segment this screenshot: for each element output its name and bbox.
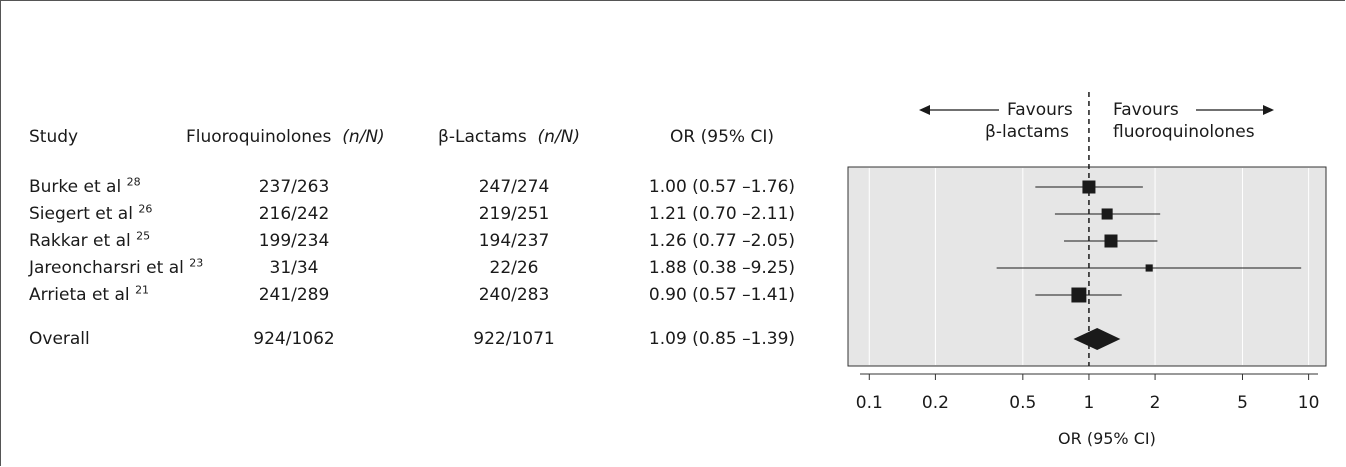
favours-right-arrowhead [1263, 105, 1274, 115]
point-estimate-square [1145, 264, 1153, 272]
header-fluoroquinolones: Fluoroquinolones (n/N) [186, 127, 385, 147]
overall-or-value: 1.09 (0.85 –1.39) [648, 329, 796, 349]
study-name-text: Arrieta et al [29, 285, 130, 305]
study-name-text: Burke et al [29, 177, 122, 197]
fluoro-count: 237/263 [258, 177, 330, 197]
overall-beta-count: 922/1071 [473, 329, 555, 349]
or-value: 1.00 (0.57 –1.76) [648, 177, 796, 197]
x-tick-label: 5 [1237, 393, 1248, 413]
beta-count: 219/251 [478, 204, 550, 224]
study-reference: 26 [138, 202, 153, 216]
header-fluoro-label: Fluoroquinolones [186, 127, 332, 147]
x-tick-label: 0.2 [922, 393, 949, 413]
study-reference: 25 [136, 229, 151, 243]
study-name-text: Jareoncharsri et al [29, 258, 184, 278]
header-beta-unit: (n/N) [537, 127, 581, 147]
fluoro-count: 199/234 [258, 231, 330, 251]
overall-name: Overall [29, 329, 90, 349]
fluoro-count: 31/34 [269, 258, 319, 278]
study-name: Siegert et al 26 [29, 202, 153, 224]
x-tick-label: 0.5 [1009, 393, 1036, 413]
header-beta-label: β-Lactams [438, 127, 527, 147]
study-reference: 28 [126, 175, 141, 189]
favours-left-line1: Favours [1007, 100, 1073, 120]
x-tick-label: 0.1 [856, 393, 883, 413]
x-tick-label: 1 [1084, 393, 1095, 413]
x-tick-label: 2 [1150, 393, 1161, 413]
beta-count: 247/274 [478, 177, 550, 197]
point-estimate-square [1104, 234, 1118, 248]
or-value: 0.90 (0.57 –1.41) [648, 285, 796, 305]
or-value: 1.26 (0.77 –2.05) [648, 231, 796, 251]
header-or: OR (95% CI) [670, 127, 774, 147]
study-name-text: Siegert et al [29, 204, 133, 224]
x-tick-label: 10 [1298, 393, 1320, 413]
favours-left-arrowhead [919, 105, 930, 115]
study-name-text: Rakkar et al [29, 231, 131, 251]
x-axis-label: OR (95% CI) [1058, 429, 1156, 448]
or-value: 1.88 (0.38 –9.25) [648, 258, 796, 278]
overall-diamond [1073, 328, 1121, 350]
study-name: Arrieta et al 21 [29, 283, 150, 305]
study-name: Burke et al 28 [29, 175, 141, 197]
study-reference: 21 [135, 283, 150, 297]
study-name: Rakkar et al 25 [29, 229, 151, 251]
point-estimate-square [1082, 180, 1096, 194]
beta-count: 194/237 [478, 231, 550, 251]
study-name: Jareoncharsri et al 23 [29, 256, 204, 278]
point-estimate-square [1101, 208, 1113, 220]
point-estimate-square [1071, 287, 1087, 303]
header-study: Study [29, 127, 79, 147]
overall-fluoro-count: 924/1062 [253, 329, 335, 349]
or-value: 1.21 (0.70 –2.11) [648, 204, 796, 224]
favours-right-line2: fluoroquinolones [1113, 122, 1255, 142]
fluoro-count: 216/242 [258, 204, 330, 224]
header-beta-lactams: β-Lactams (n/N) [438, 127, 580, 147]
study-reference: 23 [189, 256, 204, 270]
favours-left-line2: β-lactams [985, 122, 1069, 142]
beta-count: 240/283 [478, 285, 550, 305]
fluoro-count: 241/289 [258, 285, 330, 305]
favours-right-line1: Favours [1113, 100, 1179, 120]
header-fluoro-unit: (n/N) [342, 127, 385, 147]
beta-count: 22/26 [489, 258, 539, 278]
